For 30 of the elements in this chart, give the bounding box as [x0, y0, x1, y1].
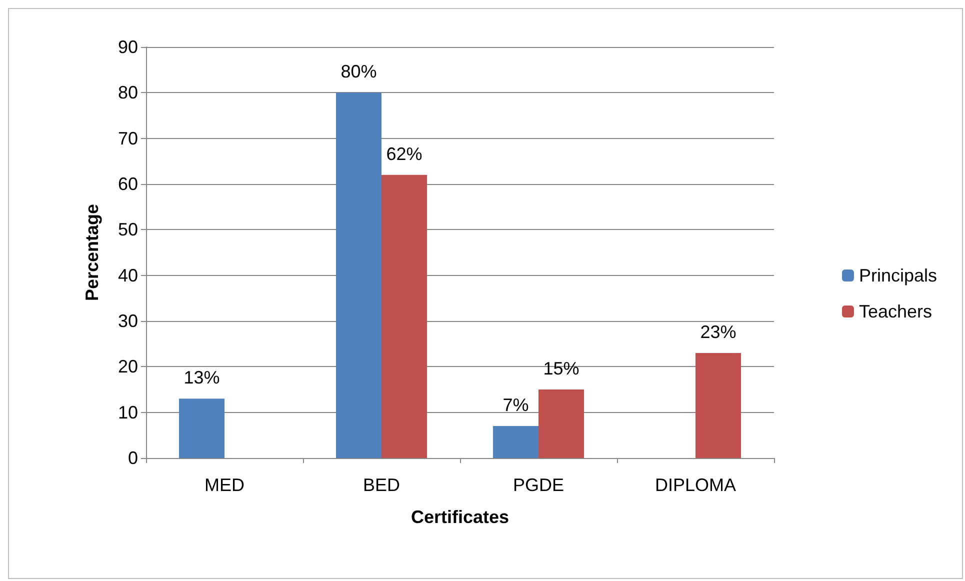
y-tick-label: 40 — [118, 265, 138, 286]
y-tick-label: 70 — [118, 128, 138, 148]
y-tick-label: 10 — [118, 402, 138, 422]
data-label: 80% — [340, 62, 377, 82]
bar — [336, 92, 382, 458]
y-axis-title: Percentage — [82, 204, 102, 302]
bar — [382, 174, 428, 458]
x-tick-label: DIPLOMA — [654, 475, 736, 495]
legend-label: Principals — [858, 266, 937, 286]
data-label: 7% — [502, 395, 529, 416]
y-tick-label: 80 — [118, 82, 138, 103]
y-tick-label: 90 — [118, 37, 138, 57]
data-label: 13% — [184, 368, 220, 388]
bar — [696, 352, 742, 458]
bar — [492, 426, 538, 458]
data-label: 62% — [386, 144, 422, 164]
legend-label: Teachers — [858, 302, 932, 322]
y-tick-label: 20 — [118, 356, 138, 377]
y-tick-label: 60 — [118, 174, 138, 194]
x-axis-title: Certificates — [410, 507, 510, 527]
y-tick-label: 0 — [128, 448, 138, 468]
y-tick-label: 30 — [118, 311, 138, 331]
y-tick-label: 50 — [118, 220, 138, 240]
bar — [538, 390, 584, 458]
data-label: 23% — [700, 322, 736, 342]
bar — [178, 398, 224, 458]
x-tick-label: MED — [204, 475, 244, 495]
x-tick-label: PGDE — [512, 475, 564, 495]
x-tick-label: BED — [362, 475, 400, 495]
data-label: 15% — [543, 358, 580, 378]
